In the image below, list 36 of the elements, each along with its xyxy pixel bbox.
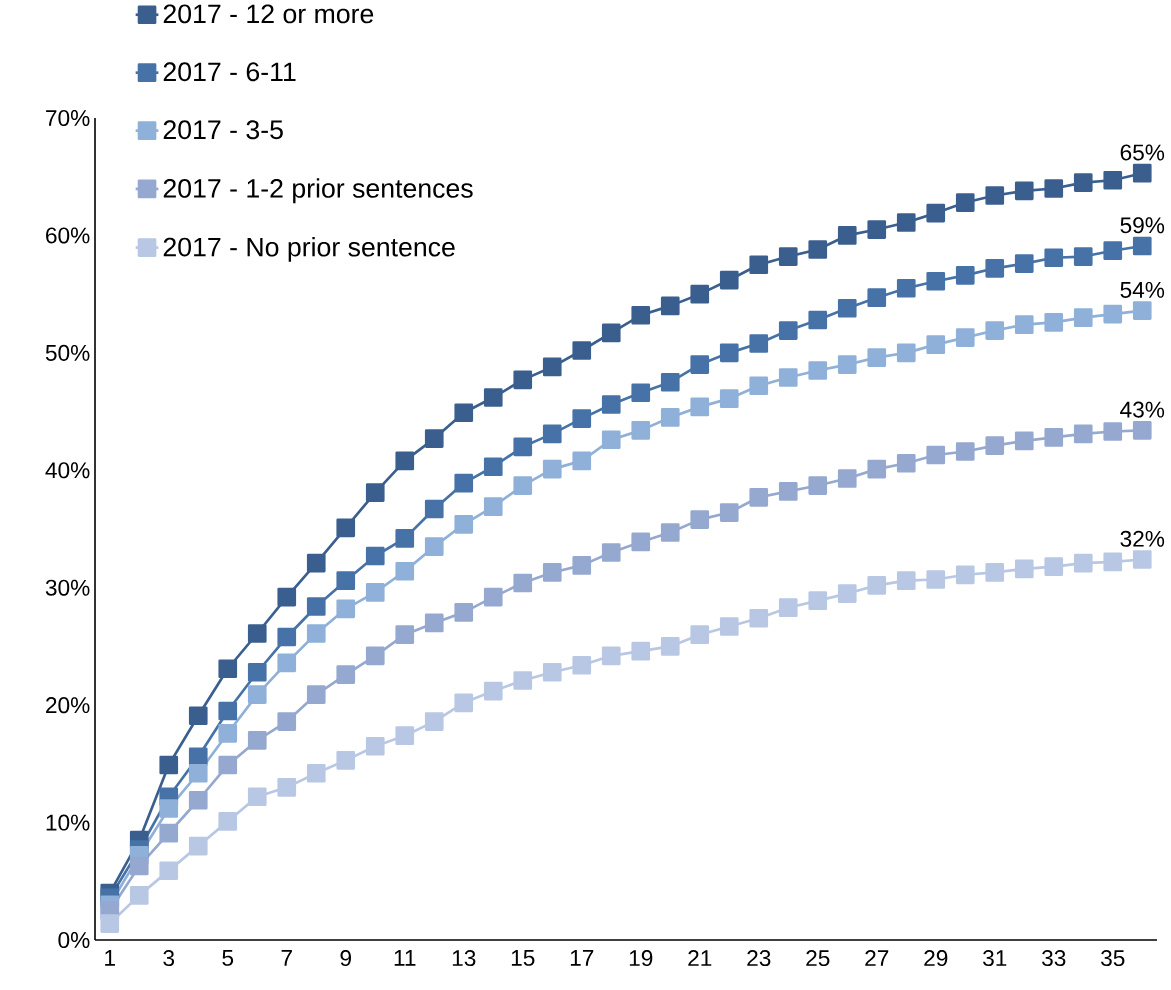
y-tick-label: 30% (45, 579, 90, 596)
y-tick-label: 40% (45, 462, 90, 479)
data-label: 43% (1120, 401, 1165, 418)
x-tick-label: 31 (983, 950, 1007, 967)
x-tick-label: 7 (281, 950, 292, 966)
data-label: 65% (1120, 144, 1165, 161)
x-tick-label: 23 (747, 950, 771, 967)
legend-label: 2017 - 3-5 (163, 120, 283, 140)
x-tick-label: 17 (570, 950, 594, 966)
y-tick-label: 60% (46, 227, 90, 244)
legend-label: 2017 - No prior sentence (163, 236, 455, 262)
y-tick-label: 50% (45, 344, 90, 361)
x-tick-label: 5 (222, 950, 234, 966)
x-tick-label: 29 (924, 950, 948, 967)
x-tick-label: 21 (688, 950, 712, 966)
legend-label: 2017 - 1-2 prior sentences (163, 178, 473, 204)
y-tick-label: 10% (46, 814, 90, 831)
legend-label: 2017 - 12 or more (163, 4, 374, 24)
x-tick-label: 13 (452, 950, 476, 967)
x-tick-label: 35 (1101, 950, 1125, 967)
x-tick-label: 19 (629, 950, 653, 967)
x-tick-label: 9 (340, 950, 351, 967)
x-tick-label: 27 (865, 950, 889, 966)
data-label: 59% (1120, 217, 1165, 234)
y-tick-label: 20% (46, 697, 90, 714)
legend-label: 2017 - 6-11 (163, 62, 296, 82)
x-tick-label: 25 (806, 950, 830, 967)
x-tick-label: 15 (511, 950, 535, 966)
x-tick-label: 11 (394, 950, 416, 966)
x-tick-label: 1 (105, 950, 115, 966)
x-tick-label: 33 (1042, 950, 1066, 967)
data-label: 32% (1120, 530, 1165, 547)
data-label: 54% (1120, 281, 1165, 298)
y-tick-label: 70% (46, 109, 90, 127)
x-tick-label: 3 (163, 950, 175, 967)
y-tick-label: 0% (58, 931, 90, 949)
